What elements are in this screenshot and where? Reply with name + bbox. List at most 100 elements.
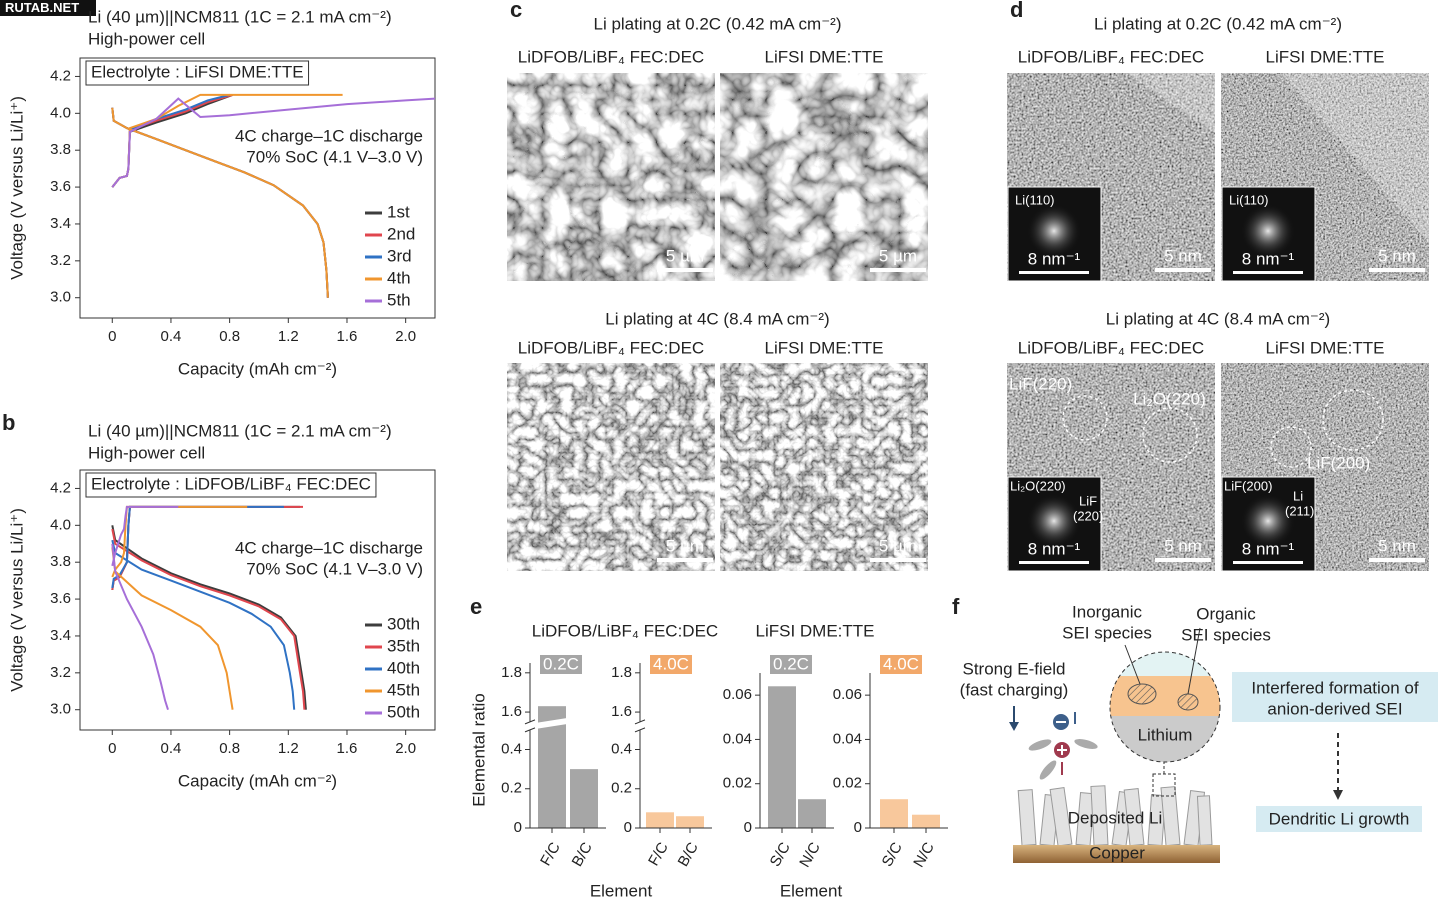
scale-label: 5 µm: [666, 536, 704, 555]
bar: [798, 799, 826, 828]
legend-label: 4th: [387, 268, 411, 287]
scale-bar: [870, 558, 926, 562]
bar: [912, 814, 940, 828]
badge: [540, 655, 582, 674]
y-tick-label: 3.8: [50, 141, 71, 158]
scale-label: 5 nm: [1164, 536, 1202, 555]
x-tick-label: 0: [108, 740, 116, 757]
diagram-label: Strong E-field: [963, 659, 1066, 678]
x-tick-label: 2.0: [395, 740, 416, 757]
inset-label: Li₂O(220): [1010, 478, 1066, 493]
y-tick-label: 4.0: [50, 516, 71, 533]
annotation: 70% SoC (4.1 V–3.0 V): [246, 559, 423, 578]
scale-bar: [657, 558, 713, 562]
diagram-label: Deposited Li: [1068, 808, 1163, 827]
legend-label: 5th: [387, 290, 411, 309]
y-tick-label: 0.2: [501, 780, 522, 797]
x-tick-label: S/C: [879, 839, 906, 869]
y-tick-label: 0: [514, 819, 522, 836]
badge: [650, 655, 692, 674]
scale-bar: [1155, 268, 1211, 272]
region-circle: [1142, 407, 1198, 463]
box-label: Electrolyte : LiDFOB/LiBF₄ FEC:DEC: [91, 474, 371, 493]
x-tick-label: N/C: [910, 839, 938, 870]
inorganic-species: [1127, 683, 1157, 705]
legend-label: 3rd: [387, 246, 412, 265]
diagram-label: Inorganic: [1072, 602, 1142, 621]
chart-subtitle: High-power cell: [88, 29, 205, 48]
y-tick-label: 1.8: [611, 664, 632, 681]
legend-label: 30th: [387, 614, 420, 633]
scale-label: 5 nm: [1378, 536, 1416, 555]
organic-species: [1177, 693, 1199, 711]
legend-label: 40th: [387, 658, 420, 677]
x-tick-label: 0.4: [161, 740, 182, 757]
legend-label: 35th: [387, 636, 420, 655]
y-tick-label: 3.4: [50, 215, 71, 232]
y-tick-label: 0.04: [833, 730, 862, 747]
inset-label: Li(110): [1015, 192, 1055, 207]
scale-bar: [1369, 268, 1425, 272]
y-tick-label: 3.6: [50, 178, 71, 195]
y-tick-label: 0.2: [611, 780, 632, 797]
diagram-label: Copper: [1089, 843, 1145, 862]
y-tick-label: 4.0: [50, 104, 71, 121]
y-tick-label: 0: [624, 819, 632, 836]
diagram-label: SEI species: [1181, 625, 1271, 644]
micrograph: [720, 73, 928, 281]
y-tick-label: 0.06: [723, 686, 752, 703]
label-box: [85, 60, 310, 86]
region-label: LiF(200): [1307, 453, 1370, 472]
chart-title: LiDFOB/LiBF₄ FEC:DEC: [532, 621, 718, 640]
bar: [646, 812, 674, 828]
inset-scale-bar: [1019, 561, 1089, 564]
box-label: Electrolyte : LiFSI DME:TTE: [91, 62, 304, 81]
diagram-label: SEI species: [1062, 623, 1152, 642]
y-tick-label: 1.6: [501, 703, 522, 720]
series-line: [111, 505, 179, 711]
inset-scale-bar: [1233, 561, 1303, 564]
inset-label: (211): [1285, 503, 1314, 518]
region-label: LiF(220): [1009, 374, 1072, 393]
diagram-label: Lithium: [1138, 725, 1193, 744]
box: [1232, 672, 1438, 722]
y-tick-label: 3.4: [50, 627, 71, 644]
badge-label: 0.2C: [773, 654, 809, 673]
x-tick-label: 2.0: [395, 328, 416, 345]
annotation: 4C charge–1C discharge: [235, 126, 423, 145]
bar: [768, 686, 796, 828]
axis-break: [524, 727, 536, 733]
series-line: [111, 97, 436, 188]
column-title: LiFSI DME:TTE: [764, 338, 883, 357]
annotation: 4C charge–1C discharge: [235, 538, 423, 557]
x-tick-label: F/C: [645, 839, 672, 869]
fft-inset: [1007, 476, 1102, 572]
x-tick-label: 1.6: [337, 328, 358, 345]
solvent: [1028, 739, 1052, 751]
y-tick-label: 1.6: [611, 703, 632, 720]
diagram-label: Dendritic Li growth: [1269, 809, 1410, 828]
inset-scale-label: 8 nm⁻¹: [1028, 249, 1081, 268]
legend-label: 50th: [387, 702, 420, 721]
y-axis-label: Elemental ratio: [469, 693, 488, 806]
watermark-bg: [0, 0, 96, 16]
panel-label: d: [1010, 0, 1023, 22]
inset-label: Li(110): [1229, 192, 1269, 207]
inset-scale-label: 8 nm⁻¹: [1028, 539, 1081, 558]
row-title: Li plating at 4C (8.4 mA cm⁻²): [1106, 309, 1330, 328]
diagram-label: anion-derived SEI: [1267, 699, 1402, 718]
column-title: LiFSI DME:TTE: [764, 47, 883, 66]
x-tick-label: 1.2: [278, 740, 299, 757]
region-circle: [1270, 426, 1312, 468]
y-tick-label: 0.04: [723, 730, 752, 747]
diagram-label: Organic: [1196, 604, 1256, 623]
scale-label: 5 µm: [879, 246, 917, 265]
scale-label: 5 nm: [1164, 246, 1202, 265]
copper-foil: [1013, 845, 1220, 863]
panel-label: c: [510, 0, 522, 22]
panel-label: e: [470, 594, 482, 619]
y-tick-label: 3.2: [50, 664, 71, 681]
micrograph: [720, 363, 928, 571]
flow-arrow-head: [1333, 790, 1343, 800]
